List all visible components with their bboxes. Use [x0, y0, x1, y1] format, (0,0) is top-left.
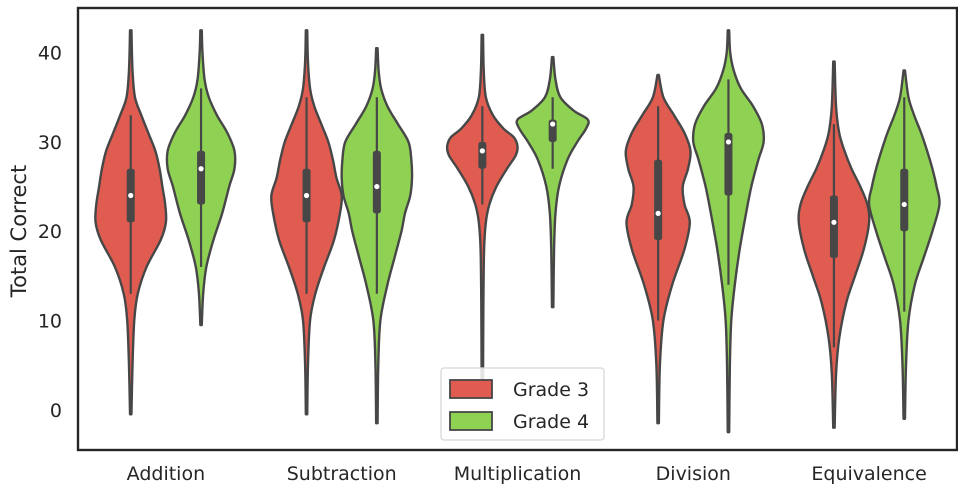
violin-grade-4-addition [165, 29, 237, 327]
iqr-box [829, 195, 838, 259]
violin-body [445, 33, 519, 380]
legend: Grade 3 Grade 4 [440, 367, 605, 441]
violin-grade-3-equivalence [797, 60, 871, 429]
x-tick-label: Multiplication [454, 463, 582, 485]
median-point [198, 166, 204, 172]
median-point [725, 139, 732, 145]
legend-swatch [449, 411, 493, 431]
iqr-box [372, 150, 381, 214]
violin-grade-3-multiplication [445, 33, 519, 380]
x-tick-label: Division [656, 463, 731, 485]
iqr-box [900, 168, 909, 232]
violin-grade-4-multiplication [515, 55, 590, 309]
median-point [303, 192, 310, 199]
violin-grade-3-division [624, 73, 692, 425]
x-tick-label: Equivalence [811, 463, 926, 485]
y-tick-label: 0 [50, 400, 62, 422]
violin-grade-4-subtraction [340, 46, 414, 425]
x-tick-label: Addition [127, 463, 205, 485]
plot-area [94, 29, 941, 434]
median-point [550, 121, 556, 127]
iqr-box [197, 150, 206, 205]
x-axis: Addition Subtraction Multiplication Divisio… [127, 463, 927, 485]
iqr-box [478, 141, 487, 169]
y-tick-label: 10 [38, 311, 62, 333]
iqr-box [724, 133, 733, 196]
y-tick-label: 40 [38, 43, 62, 65]
median-point [479, 148, 485, 154]
plot-frame [76, 6, 958, 452]
median-point [128, 192, 134, 199]
legend-swatch [449, 379, 493, 399]
legend-label: Grade 4 [513, 411, 589, 433]
violin-grade-4-division [691, 29, 766, 434]
iqr-box [654, 159, 663, 241]
violin-grade-3-addition [94, 29, 168, 416]
violin-grade-3-subtraction [270, 29, 344, 416]
legend-label: Grade 3 [513, 379, 589, 401]
median-point [655, 210, 661, 216]
y-tick-label: 20 [38, 221, 62, 243]
violin-grade-4-equivalence [867, 69, 941, 420]
median-point [901, 201, 907, 208]
y-tick-label: 30 [38, 132, 62, 154]
median-point [374, 183, 380, 190]
y-axis: 0 10 20 30 40 [38, 43, 62, 422]
median-point [831, 219, 837, 225]
x-tick-label: Subtraction [287, 463, 397, 485]
y-axis-label: Total Correct [7, 165, 31, 298]
violin-body [515, 55, 590, 309]
